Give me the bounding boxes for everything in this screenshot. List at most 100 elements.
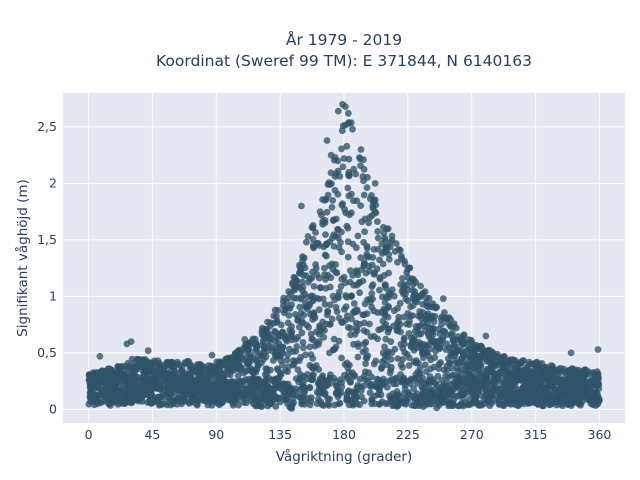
data-point: [246, 351, 254, 358]
data-point: [323, 241, 330, 249]
data-point: [467, 375, 475, 383]
data-point: [447, 331, 455, 339]
data-point: [464, 362, 471, 370]
data-point: [368, 290, 376, 297]
data-point: [443, 366, 451, 374]
data-point: [577, 391, 585, 398]
data-point: [272, 329, 279, 336]
data-point: [460, 348, 468, 356]
x-tick-label: 270: [460, 427, 484, 442]
data-point: [330, 243, 338, 250]
data-point: [131, 392, 139, 400]
data-point: [509, 394, 517, 402]
data-point: [437, 384, 445, 392]
data-point: [327, 320, 334, 328]
data-point: [137, 392, 145, 400]
data-point: [317, 327, 325, 335]
y-tick-label: 1,5: [37, 232, 57, 247]
data-point: [492, 384, 500, 392]
data-point: [566, 370, 573, 377]
data-point: [364, 173, 371, 181]
data-point: [539, 402, 546, 410]
data-point: [333, 308, 341, 315]
data-point: [150, 371, 158, 379]
data-point: [98, 377, 106, 384]
data-point: [558, 377, 566, 384]
data-point: [353, 197, 361, 205]
data-point: [374, 228, 382, 235]
data-point: [242, 357, 250, 365]
data-point: [363, 251, 371, 258]
data-point: [395, 313, 403, 321]
data-point: [210, 364, 217, 372]
data-point: [394, 355, 402, 362]
data-point: [335, 294, 342, 302]
data-point: [352, 170, 360, 178]
data-point: [404, 297, 412, 305]
data-point: [307, 394, 315, 401]
data-point: [565, 375, 573, 383]
data-point: [363, 184, 371, 192]
data-point: [345, 192, 353, 200]
data-point: [281, 306, 289, 314]
data-point: [406, 264, 414, 272]
data-point: [362, 338, 370, 346]
data-point: [501, 353, 508, 360]
data-point: [397, 361, 405, 368]
data-point: [390, 307, 398, 315]
data-point: [326, 301, 334, 309]
data-point: [428, 312, 436, 320]
data-point: [399, 275, 406, 282]
data-point: [373, 382, 381, 389]
data-point: [302, 351, 309, 359]
data-point: [409, 338, 416, 346]
data-point: [344, 253, 352, 261]
data-point: [209, 396, 217, 403]
data-point: [371, 180, 379, 187]
data-point: [357, 146, 365, 153]
data-point: [136, 381, 144, 389]
data-point: [327, 169, 335, 177]
data-point: [298, 329, 306, 337]
data-point: [379, 317, 387, 325]
data-point: [298, 319, 306, 327]
data-point: [156, 360, 164, 367]
data-point: [345, 401, 353, 409]
data-point: [111, 393, 118, 401]
data-point: [279, 298, 287, 305]
data-point: [218, 361, 226, 369]
data-point: [539, 364, 547, 372]
data-point: [553, 401, 560, 409]
data-point: [390, 292, 398, 300]
data-point: [338, 248, 345, 256]
data-point: [354, 340, 362, 347]
data-point: [417, 282, 424, 290]
data-point: [334, 167, 342, 175]
data-point: [226, 371, 234, 379]
x-tick-label: 225: [396, 427, 420, 442]
data-point: [430, 363, 438, 371]
data-point: [424, 330, 432, 338]
data-point: [405, 330, 413, 337]
data-point: [366, 320, 373, 328]
data-point: [357, 254, 365, 261]
data-point: [258, 359, 265, 367]
data-point: [323, 208, 331, 216]
data-point: [407, 303, 414, 311]
data-point: [447, 323, 455, 330]
x-tick-label: 45: [144, 427, 160, 442]
data-point: [402, 400, 410, 408]
chart-title: År 1979 - 2019 Koordinat (Sweref 99 TM):…: [156, 30, 532, 70]
data-point: [442, 346, 450, 353]
data-point: [160, 376, 168, 384]
data-point: [383, 350, 391, 357]
data-point: [327, 151, 335, 159]
data-point: [375, 326, 383, 334]
data-point: [444, 355, 452, 362]
data-point: [360, 156, 367, 164]
data-point: [328, 315, 336, 323]
data-point: [196, 367, 204, 375]
data-point: [274, 381, 282, 388]
data-point: [176, 376, 183, 384]
data-point: [216, 401, 223, 409]
